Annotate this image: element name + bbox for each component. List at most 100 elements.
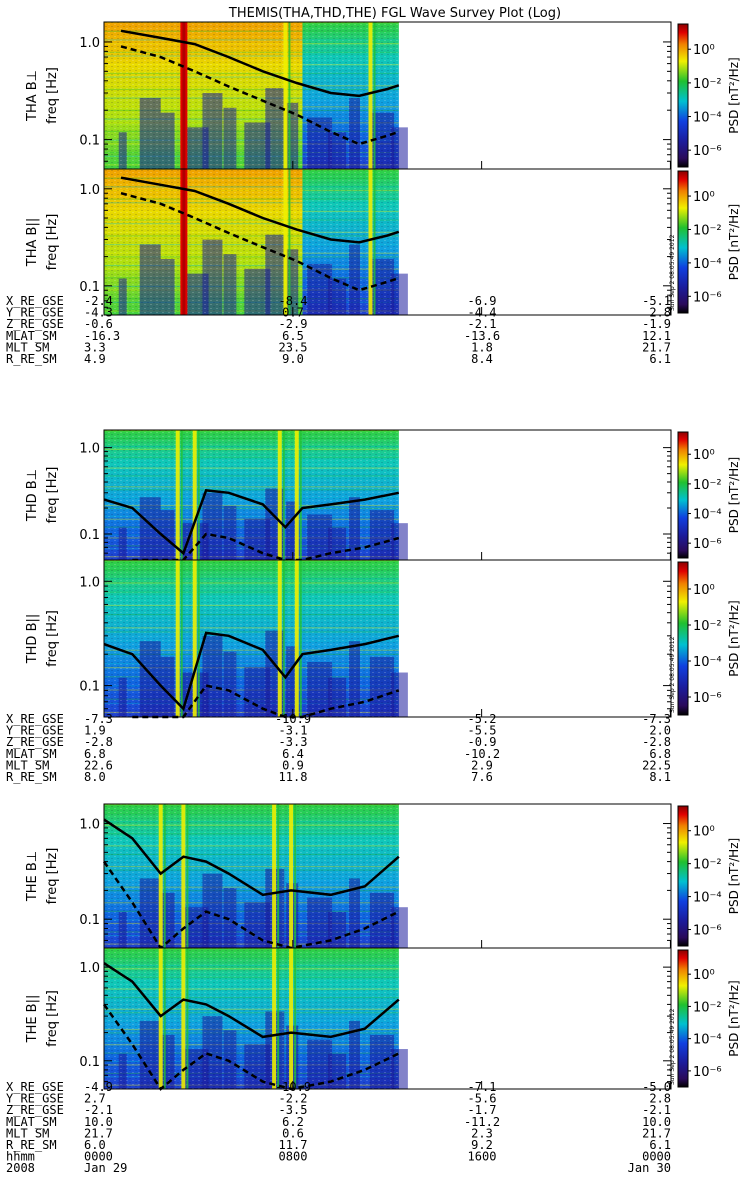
y-tick-label: 1.0 (79, 818, 100, 833)
colorbar-tick-label: 10⁻⁶ (693, 1065, 722, 1080)
gyrofrequency-line (103, 818, 400, 897)
burst-column (163, 948, 166, 1089)
ephemeris-value: 10.0 (84, 1115, 113, 1129)
ephemeris-value: 2.8 (649, 1092, 671, 1106)
spectrogram-panel: 1.0 0.1 THD B|| freq [Hz] 10⁰ 10⁻² 10⁻⁴ 10⁻⁶ PSD… (25, 559, 741, 719)
colorbar: 10⁰ 10⁻² 10⁻⁴ 10⁻⁶ PSD [nT²/Hz] Sun Sep 2 08:… (669, 170, 741, 314)
colorbar-tick-label: 10⁰ (693, 968, 715, 983)
colorbar: 10⁰ 10⁻² 10⁻⁴ 10⁻⁶ PSD [nT²/Hz] (677, 805, 741, 947)
colorbar-tick-label: 10⁻⁴ (693, 257, 722, 272)
burst-column (181, 948, 186, 1089)
y-axis-label: freq [Hz] (45, 214, 60, 271)
colorbar-tick-label: 10⁻² (693, 619, 722, 634)
ephemeris-value: 6.1 (649, 352, 671, 366)
burst-column (197, 560, 200, 717)
spectrogram-noise (104, 430, 399, 560)
ephemeris-row-label: Z_RE_GSE (6, 735, 64, 749)
ephemeris-value: 0.9 (282, 758, 304, 772)
burst-column (288, 169, 291, 315)
burst-column (197, 430, 200, 560)
ephemeris-value: -4.4 (468, 306, 497, 320)
ephemeris-value: 22.6 (84, 758, 113, 772)
ephemeris-value: 7.6 (471, 770, 493, 784)
burst-column (282, 560, 285, 717)
burst-column (277, 560, 282, 717)
gyrofrequency-line (103, 631, 400, 712)
date-year: 2008 (6, 1161, 35, 1175)
ephemeris-value: -13.6 (464, 329, 500, 343)
ephemeris-value: -1.7 (468, 1103, 497, 1117)
ephemeris-value: 0.7 (282, 306, 304, 320)
burst-column (277, 430, 282, 560)
ephemeris-row-label: hhmm (6, 1150, 35, 1164)
ephemeris-row-label: X_RE_GSE (6, 712, 64, 726)
ephemeris-value: 10.0 (642, 1115, 671, 1129)
ephemeris-value: 11.7 (279, 1138, 308, 1152)
ephemeris-value: -3.1 (279, 724, 308, 738)
burst-column (294, 948, 297, 1089)
colorbar-tick-label: 10⁻² (693, 223, 722, 238)
colorbar-tick-label: 10⁻² (693, 77, 722, 92)
burst-column (175, 560, 180, 717)
ephemeris-value: 6.1 (649, 1138, 671, 1152)
panels-group: 1.0 0.1 THA B⊥ freq [Hz] 10⁰ 10⁻² 10⁻⁴ 10⁻⁶ PSD … (25, 21, 741, 1091)
y-tick-label: 1.0 (79, 442, 100, 457)
colorbar: 10⁰ 10⁻² 10⁻⁴ 10⁻⁶ PSD [nT²/Hz] Sun Sep 2 08:… (669, 949, 741, 1088)
burst-column (192, 560, 197, 717)
colorbar-tick-label: 10⁻⁶ (693, 691, 722, 706)
ephemeris-row-label: R_RE_SM (6, 770, 57, 784)
burst-column (294, 804, 297, 948)
colorbar-tick-label: 10⁻⁴ (693, 891, 722, 906)
spectrogram-noise (104, 560, 399, 717)
ephemeris-value: 9.2 (471, 1138, 493, 1152)
ephemeris-row-label: MLAT_SM (6, 1115, 57, 1129)
panel-frame (103, 947, 672, 1090)
burst-column (180, 560, 183, 717)
spectrogram-noise (104, 804, 399, 948)
burst-column (289, 804, 294, 948)
ephemeris-value: -4.3 (84, 306, 113, 320)
burst-column (158, 948, 163, 1089)
ephemeris-value: -5.6 (468, 1092, 497, 1106)
colorbar: 10⁰ 10⁻² 10⁻⁴ 10⁻⁶ PSD [nT²/Hz] (677, 431, 741, 559)
ephemeris-value: 2.9 (471, 758, 493, 772)
date-start: Jan 29 (84, 1161, 127, 1175)
ephemeris-value: 6.8 (649, 747, 671, 761)
y-tick-label: 1.0 (79, 36, 100, 51)
y-tick-label: 0.1 (79, 134, 100, 149)
spectrogram-panel: 1.0 0.1 THE B⊥ freq [Hz] 10⁰ 10⁻² 10⁻⁴ 10⁻⁶ PSD … (25, 803, 741, 950)
ephemeris-value: -2.8 (642, 735, 671, 749)
y-axis-probe-label: THA B|| (25, 218, 40, 267)
ephemeris-value: 2.8 (649, 306, 671, 320)
colorbar-tick-label: 10⁻⁶ (693, 290, 722, 305)
y-tick-label: 0.1 (79, 280, 100, 295)
burst-column (368, 22, 373, 169)
ephemeris-value: -7.1 (468, 1080, 497, 1094)
ephemeris-value: -1.9 (642, 317, 671, 331)
colorbar-gradient (677, 431, 689, 559)
burst-column (283, 169, 288, 315)
colorbar-tick-label: 10⁰ (693, 448, 715, 463)
ephemeris-value: 9.0 (282, 352, 304, 366)
y-axis-probe-label: THD B|| (25, 614, 40, 665)
ephemeris-value: 3.3 (84, 340, 106, 354)
burst-column (181, 804, 186, 948)
ephemeris-value: -5.2 (468, 712, 497, 726)
gyrofrequency-dashed-line (102, 860, 400, 950)
colorbar-tick-label: 10⁻² (693, 478, 722, 493)
ephemeris-value: -10.2 (464, 747, 500, 761)
burst-column (182, 169, 186, 315)
colorbar-tick-label: 10⁻⁴ (693, 508, 722, 523)
ephemeris-value: 1.8 (471, 340, 493, 354)
burst-column (283, 22, 288, 169)
colorbar-label: PSD [nT²/Hz] (727, 838, 741, 914)
ephemeris-block: X_RE_GSE -7.3 -10.9 -5.2 -7.3 Y_RE_GSE 1.9 -3.1… (6, 712, 671, 784)
colorbar-gradient (677, 170, 689, 314)
date-end: Jan 30 (628, 1161, 671, 1175)
ephemeris-value: -2.1 (468, 317, 497, 331)
ephemeris-value: -2.1 (84, 1103, 113, 1117)
colorbar-tick-label: 10⁰ (693, 43, 715, 58)
panel-frame (103, 168, 672, 316)
ephemeris-value: -7.3 (84, 712, 113, 726)
colorbar-tick-label: 10⁻⁶ (693, 924, 722, 939)
